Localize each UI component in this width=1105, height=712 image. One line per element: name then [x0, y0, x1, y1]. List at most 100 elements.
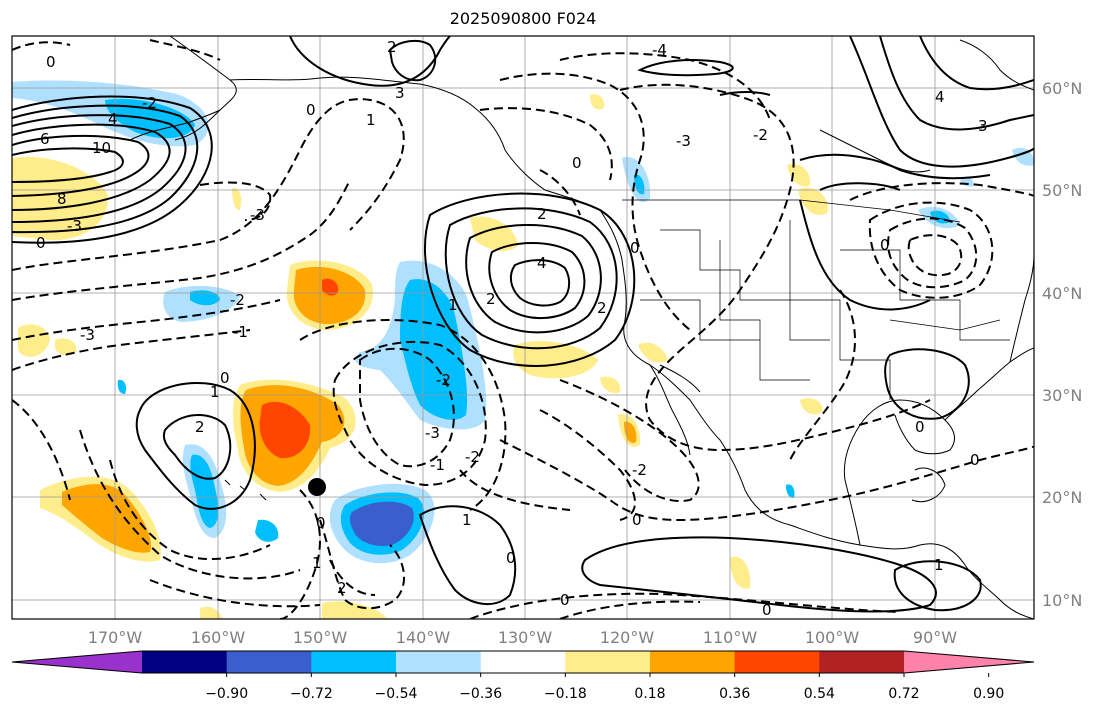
clabel-1-e: -1 — [430, 456, 445, 474]
contour-low-nw-6 — [12, 147, 124, 183]
clabel-0-k: 0 — [560, 591, 570, 609]
colorbar-swatch — [650, 651, 736, 673]
contour-ne-2 — [879, 36, 1034, 131]
lat-tick: 50°N — [1042, 181, 1082, 200]
shade-yellow-c — [470, 216, 518, 252]
coastlines — [129, 36, 1034, 619]
contour-d23 — [279, 489, 321, 619]
colorbar-label: 0.54 — [804, 686, 835, 702]
east-coast — [1009, 254, 1034, 363]
florida — [944, 347, 1034, 421]
clabel-3-a: -3 — [67, 217, 82, 235]
clabel-1-c: -1 — [233, 323, 248, 341]
shade-blue-p-dark — [634, 174, 645, 195]
contour-d4 — [12, 329, 251, 371]
colorbar-label: −0.72 — [290, 686, 333, 702]
contour-high-1 — [423, 192, 636, 367]
clabel-2-c: 2 — [537, 205, 547, 223]
contour-d12 — [619, 83, 931, 452]
lon-tick: 160°W — [191, 628, 246, 647]
lon-tick: 140°W — [396, 628, 451, 647]
contour-arctic — [637, 59, 734, 77]
contour-d28 — [469, 592, 901, 619]
contour-d15 — [479, 107, 613, 181]
clabel-3-g: -3 — [425, 424, 440, 442]
contour-north-1 — [289, 36, 451, 87]
contour-high-4 — [488, 242, 586, 320]
colorbar-swatch — [311, 651, 397, 673]
figure-title: 2025090800 F024 — [449, 9, 597, 28]
lat-tick: 30°N — [1042, 386, 1082, 405]
colorbar-label: 0.18 — [634, 686, 665, 702]
shade-blue-157w-dark — [190, 290, 220, 306]
contour-d17 — [887, 217, 978, 289]
clabel-0-h: 0 — [632, 511, 642, 529]
colorbar-label: −0.18 — [544, 686, 587, 702]
clabel-4-d: 4 — [935, 88, 945, 106]
lon-tick: 110°W — [703, 628, 758, 647]
shade-yellow-d — [513, 340, 598, 379]
contour-d13 — [559, 52, 771, 121]
contour-ne-3 — [919, 36, 1034, 91]
contour-ne-4 — [799, 153, 991, 180]
lat-tick: 10°N — [1042, 591, 1082, 610]
contour-c30 — [135, 382, 256, 510]
colorbar-swatch — [480, 651, 566, 673]
contour-d10 — [499, 439, 1034, 522]
contour-ne-6 — [799, 199, 931, 311]
colorbar-label: −0.36 — [459, 686, 502, 702]
colorbar-label: −0.90 — [205, 686, 248, 702]
colorbar-swatch — [396, 651, 482, 673]
lon-tick: 150°W — [293, 628, 348, 647]
lon-tick-labels: 170°W 160°W 150°W 140°W 130°W 120°W 110°… — [88, 628, 957, 647]
black-dot-marker — [308, 478, 326, 496]
clabel-2-b: 2 — [387, 38, 397, 56]
contour-gulf — [884, 348, 970, 420]
clabel-2-g: -2 — [230, 291, 245, 309]
na-west-coast — [599, 209, 1034, 619]
contour-d11 — [459, 469, 571, 511]
clabel-2-a: -2 — [142, 94, 157, 112]
clabel-2-e: 2 — [597, 299, 607, 317]
clabel-0-f: 0 — [880, 236, 890, 254]
contour-d27 — [149, 579, 321, 608]
clabel-0-d: 0 — [630, 239, 640, 257]
lon-tick: 100°W — [805, 628, 860, 647]
lon-tick: 170°W — [88, 628, 143, 647]
clabel-2-h: 2 — [195, 418, 205, 436]
clabel-0-m: 0 — [915, 418, 925, 436]
gulf-coast — [843, 399, 956, 546]
colorbar-swatch — [142, 651, 228, 673]
contour-d32 — [149, 39, 221, 61]
clabel-2-f: -2 — [753, 126, 768, 144]
lat-tick: 20°N — [1042, 488, 1082, 507]
clabel-0-i: 0 — [506, 549, 516, 567]
gridlines — [12, 36, 1034, 619]
colorbar-extend-high — [904, 651, 1034, 673]
clabel-2-d: 2 — [486, 290, 496, 308]
shade-yellow-b — [55, 338, 77, 356]
colorbar-swatch — [734, 651, 820, 673]
contour-low-nw-4 — [12, 123, 171, 211]
lon-tick: 130°W — [498, 628, 553, 647]
shade-yellow-m — [322, 601, 388, 619]
contour-d6 — [332, 341, 487, 487]
contour-d3 — [12, 299, 281, 341]
contour-d33 — [559, 600, 701, 619]
contour-d19 — [849, 182, 1034, 201]
shade-blue-u — [117, 379, 127, 394]
clabel-1-a: 1 — [366, 111, 376, 129]
contour-d7 — [299, 319, 507, 511]
clabel-0-e: 0 — [572, 154, 582, 172]
contour-10n-east — [893, 560, 982, 612]
clabel-1-d: 1 — [210, 383, 220, 401]
contour-10n — [581, 536, 937, 613]
colorbar-label: 0.90 — [973, 686, 1004, 702]
contour-d8 — [559, 379, 700, 502]
shade-blue-140w-dark — [400, 279, 468, 420]
clabel-3-d: -3 — [676, 132, 691, 150]
colorbar-swatch — [819, 651, 905, 673]
colorbar-extend-low — [12, 651, 142, 673]
clabel-3-e: 3 — [978, 117, 988, 135]
